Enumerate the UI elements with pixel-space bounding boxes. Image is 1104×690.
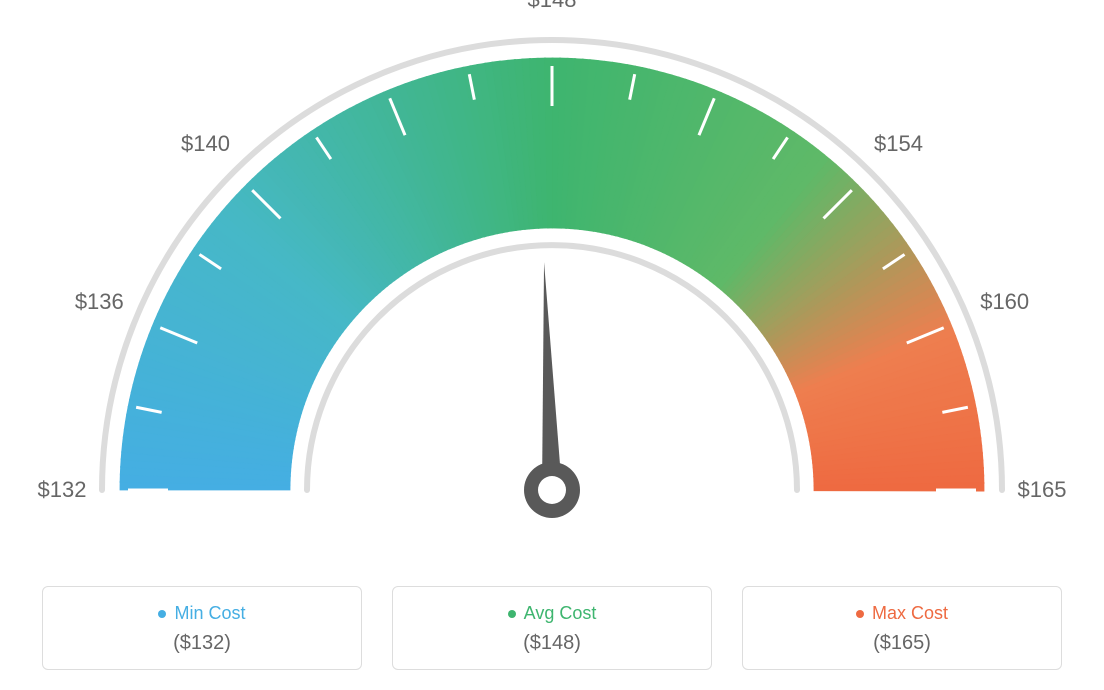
gauge-svg [0,0,1104,560]
legend-title-min: Min Cost [158,603,245,624]
legend-card-max: Max Cost ($165) [742,586,1062,670]
gauge-tick-label: $136 [75,289,124,315]
legend-dot-avg [508,610,516,618]
legend-value-max: ($165) [753,632,1051,655]
gauge-tick-label: $140 [181,131,230,157]
legend-label-avg: Avg Cost [524,603,597,624]
gauge-tick-label: $148 [528,0,577,13]
gauge-tick-label: $165 [1018,477,1067,503]
legend-value-avg: ($148) [403,632,701,655]
legend-label-min: Min Cost [174,603,245,624]
gauge-tick-label: $154 [874,131,923,157]
legend-row: Min Cost ($132) Avg Cost ($148) Max Cost… [0,586,1104,670]
gauge-tick-label: $132 [38,477,87,503]
legend-card-min: Min Cost ($132) [42,586,362,670]
legend-label-max: Max Cost [872,603,948,624]
gauge-chart: $132 $136 $140 $148 $154 $160 $165 [0,0,1104,560]
legend-title-avg: Avg Cost [508,603,597,624]
legend-dot-max [856,610,864,618]
legend-value-min: ($132) [53,632,351,655]
legend-dot-min [158,610,166,618]
legend-card-avg: Avg Cost ($148) [392,586,712,670]
legend-title-max: Max Cost [856,603,948,624]
gauge-tick-label: $160 [980,289,1029,315]
